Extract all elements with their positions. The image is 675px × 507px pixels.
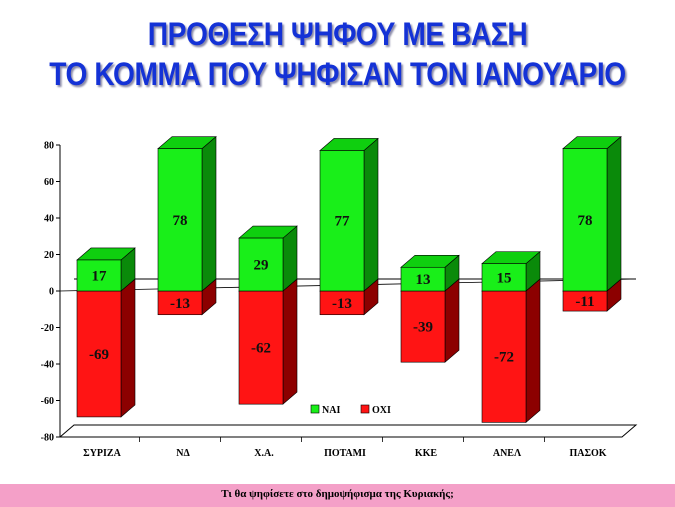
data-label-yes: 15 xyxy=(497,270,512,286)
y-tick-label: 40 xyxy=(44,214,54,225)
data-label-no: -13 xyxy=(332,296,352,312)
bar-yes xyxy=(157,148,203,292)
chart-title-line2: ΤΟ ΚΟΜΜΑ ΠΟΥ ΨΗΦΙΣΑΝ ΤΟΝ ΙΑΝΟΥΑΡΙΟ xyxy=(49,56,626,92)
y-tick-label: 20 xyxy=(44,250,54,261)
data-label-yes: 13 xyxy=(416,272,431,288)
data-label-yes: 29 xyxy=(254,258,269,274)
bar-yes xyxy=(400,266,446,292)
x-tick-label: Χ.Α. xyxy=(254,448,274,459)
x-tick-label: ΠΟΤΑΜΙ xyxy=(324,448,366,459)
data-label-no: -13 xyxy=(170,296,190,312)
bar-yes xyxy=(76,259,122,292)
bar-yes xyxy=(319,150,365,292)
bar-yes xyxy=(481,263,527,292)
y-tick-label: 80 xyxy=(44,141,54,152)
data-label-yes: 78 xyxy=(173,213,188,229)
bar-no-side xyxy=(282,278,298,405)
bar-no xyxy=(238,290,284,405)
data-label-no: -62 xyxy=(251,341,271,357)
x-tick-label: ΑΝΕΛ xyxy=(493,448,522,459)
y-tick-label: -40 xyxy=(41,360,54,371)
bar-yes xyxy=(238,237,284,292)
legend-swatch xyxy=(310,404,320,414)
y-tick-label: -20 xyxy=(41,323,54,334)
x-tick-label: ΣΥΡΙΖΑ xyxy=(83,448,121,459)
bar-no-side xyxy=(444,278,460,363)
chart-title: ΠΡΟΘΕΣΗ ΨΗΦΟΥ ΜΕ ΒΑΣΗ ΤΟ ΚΟΜΜΑ ΠΟΥ ΨΗΦΙΣ… xyxy=(41,14,635,94)
chart-title-line1: ΠΡΟΘΕΣΗ ΨΗΦΟΥ ΜΕ ΒΑΣΗ xyxy=(147,16,528,52)
y-tick-label: -60 xyxy=(41,396,54,407)
y-tick-label: 0 xyxy=(49,287,54,298)
x-tick-label: ΚΚΕ xyxy=(415,448,438,459)
footer-caption: Τι θα ψηφίσετε στο δημοψήφισμα της Κυρια… xyxy=(0,484,675,507)
bar-chart: 80 60 40 20 0 -20 -40 -60 -80 17 -69 ΣΥΡΙΖΑ 78 -13 ΝΔ 2… xyxy=(41,135,638,459)
data-label-no: -11 xyxy=(575,294,594,310)
bar-yes-side xyxy=(201,135,217,292)
bar-no xyxy=(481,290,527,423)
bar-yes xyxy=(562,148,608,292)
legend-label: ΝΑΙ xyxy=(322,405,340,416)
chart-floor xyxy=(58,424,638,438)
bar-yes-side xyxy=(363,137,379,292)
y-tick-label: -80 xyxy=(41,433,54,444)
data-label-no: -72 xyxy=(494,350,514,366)
data-label-yes: 77 xyxy=(335,214,351,230)
y-tick-label: 60 xyxy=(44,177,54,188)
bar-yes-side xyxy=(606,135,622,292)
x-tick-label: ΠΑΣΟΚ xyxy=(569,448,606,459)
data-label-yes: 78 xyxy=(578,213,593,229)
bar-no xyxy=(400,290,446,363)
data-label-no: -39 xyxy=(413,320,433,336)
data-label-no: -69 xyxy=(89,347,109,363)
bar-no-side xyxy=(120,278,136,418)
legend-label: ΟΧΙ xyxy=(372,405,391,416)
x-tick-label: ΝΔ xyxy=(176,448,190,459)
bar-no-side xyxy=(525,278,541,424)
data-label-yes: 17 xyxy=(92,268,108,284)
legend-swatch xyxy=(360,404,370,414)
